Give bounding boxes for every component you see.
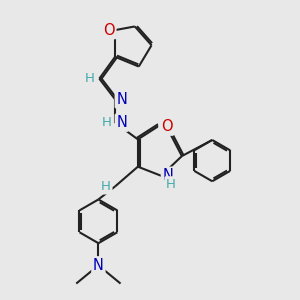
Text: O: O — [161, 119, 172, 134]
Text: H: H — [102, 116, 112, 129]
Text: N: N — [116, 115, 127, 130]
Text: H: H — [101, 180, 111, 193]
Text: H: H — [166, 178, 176, 191]
Text: O: O — [160, 118, 172, 133]
Text: N: N — [93, 258, 104, 273]
Text: N: N — [116, 92, 127, 107]
Text: N: N — [163, 168, 173, 183]
Text: H: H — [85, 72, 94, 85]
Text: O: O — [103, 22, 115, 38]
